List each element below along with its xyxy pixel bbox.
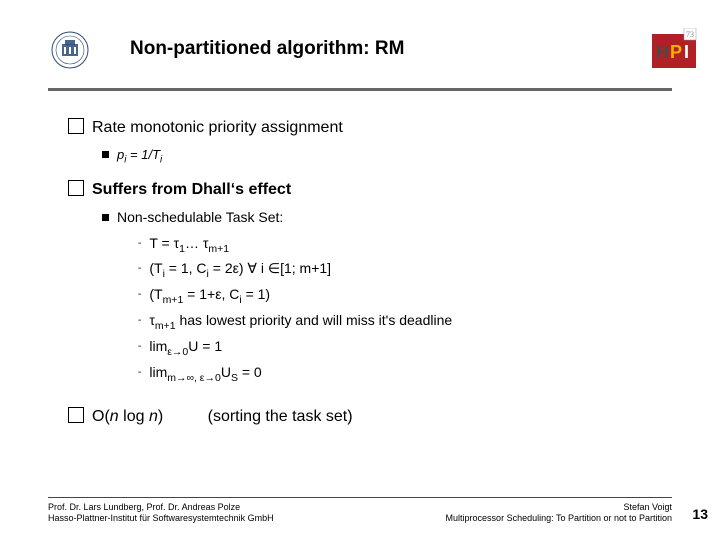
footer-talk-title: Multiprocessor Scheduling: To Partition …	[446, 513, 672, 524]
dash-lim-us0: -limm→∞, ε→0US = 0	[138, 364, 678, 384]
footer: Prof. Dr. Lars Lundberg, Prof. Dr. Andre…	[48, 497, 672, 525]
bullet-nonsched-taskset: Non-schedulable Task Set:	[102, 209, 678, 225]
hpi-logo: 73 H P I	[646, 28, 700, 77]
university-potsdam-logo	[48, 28, 92, 77]
text: Non-schedulable Task Set:	[117, 209, 283, 225]
dash-lim-u1: -limε→0U = 1	[138, 338, 678, 358]
text: Suffers from Dhall‘s effect	[92, 181, 291, 198]
header-divider	[48, 88, 672, 91]
page-number: 13	[692, 506, 708, 522]
svg-text:73: 73	[686, 30, 694, 39]
bullet-complexity: O(n log n) (sorting the task set)	[68, 407, 678, 426]
dash-task-i: -(Ti = 1, Ci = 2ε) ∀ i ∈[1; m+1]	[138, 260, 678, 280]
dash-lowest-priority: -τm+1 has lowest priority and will miss …	[138, 312, 678, 332]
bullet-dhall-effect: Suffers from Dhall‘s effect	[68, 180, 678, 199]
svg-text:H: H	[656, 42, 669, 62]
dash-task-mp1: -(Tm+1 = 1+ε, Ci = 1)	[138, 286, 678, 306]
footer-presenter: Stefan Voigt	[446, 502, 672, 513]
dash-taskset-def: -T = τ1… τm+1	[138, 235, 678, 255]
footer-authors: Prof. Dr. Lars Lundberg, Prof. Dr. Andre…	[48, 502, 274, 513]
complexity-note: (sorting the task set)	[208, 408, 353, 426]
slide-title: Non-partitioned algorithm: RM	[130, 38, 404, 60]
svg-text:I: I	[684, 42, 689, 62]
text: Rate monotonic priority assignment	[92, 119, 343, 136]
footer-institute: Hasso-Plattner-Institut für Softwaresyst…	[48, 513, 274, 524]
svg-text:P: P	[670, 42, 682, 62]
bullet-priority-formula: pi = 1/Ti	[102, 147, 678, 166]
content-area: Rate monotonic priority assignment pi = …	[68, 118, 678, 426]
bullet-rate-monotonic: Rate monotonic priority assignment	[68, 118, 678, 137]
